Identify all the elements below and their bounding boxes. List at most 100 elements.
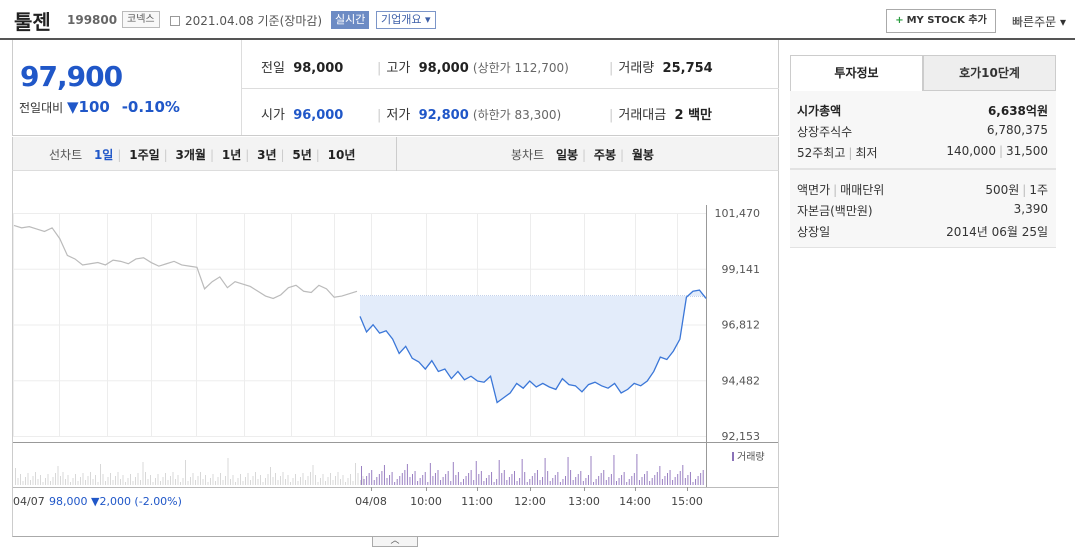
- tab-monthly-candle[interactable]: 월봉: [631, 148, 654, 162]
- info-value-a: 140,000: [946, 144, 996, 158]
- volume-bar: [493, 482, 495, 485]
- tab-5year[interactable]: 5년: [292, 148, 312, 162]
- volume-bar: [669, 470, 671, 485]
- tab-3month[interactable]: 3개월: [175, 148, 206, 162]
- volume-bar: [465, 476, 467, 485]
- collapse-chart-button[interactable]: ︿: [372, 537, 418, 547]
- volume-bar: [77, 481, 79, 485]
- volume-bar: [97, 482, 99, 485]
- volume-bar: [440, 480, 442, 485]
- volume-bar: [445, 474, 447, 485]
- plus-icon: +: [895, 15, 904, 26]
- volume-bar: [417, 481, 419, 485]
- volume-bar: [511, 474, 513, 485]
- current-price: 97,900: [20, 60, 123, 93]
- trade-amount: | 거래대금 2 백만: [609, 108, 712, 123]
- volume-bar: [185, 460, 186, 485]
- tab-1week[interactable]: 1주일: [129, 148, 160, 162]
- volume-bar: [524, 472, 526, 485]
- info-row: 액면가 | 매매단위 500원 | 1주: [796, 178, 1050, 199]
- volume-bar: [649, 481, 651, 485]
- volume-bar: [17, 478, 19, 485]
- info-key-b: 최저: [855, 146, 878, 160]
- volume-bar: [644, 474, 646, 485]
- volume-bar: [332, 480, 334, 485]
- volume-bar: [628, 479, 630, 485]
- volume-bar: [621, 475, 623, 485]
- volume-bar: [636, 454, 638, 485]
- tab-weekly-candle[interactable]: 주봉: [593, 148, 617, 162]
- volume-bar: [651, 478, 653, 485]
- volume-bar: [508, 477, 510, 485]
- volume-bar: [315, 475, 316, 485]
- price-summary: 97,900 전일대비 ▼100 -0.10% 전일 98,000 | 고가 98…: [12, 40, 779, 136]
- volume-bar: [217, 477, 219, 485]
- volume-bar: [363, 479, 365, 485]
- volume-bar: [362, 476, 364, 485]
- volume-bar: [255, 472, 256, 485]
- volume-bar: [480, 471, 482, 485]
- info-row: 시가총액 6,638억원: [796, 99, 1050, 120]
- volume-bar: [613, 455, 615, 485]
- volume-bar: [317, 482, 319, 485]
- tab-investment-info[interactable]: 투자정보: [790, 55, 923, 91]
- volume-bar: [478, 474, 480, 485]
- volume-bar: [225, 476, 226, 485]
- high-label: 고가: [386, 61, 411, 76]
- volume-bar: [610, 474, 612, 485]
- volume-bar: [519, 478, 521, 485]
- volume-bar: [654, 475, 656, 485]
- volume-bar: [40, 475, 41, 485]
- volume-bar: [616, 481, 617, 485]
- info-key-a: 52주최고: [797, 146, 846, 160]
- today-area: [360, 290, 706, 403]
- company-info-dropdown[interactable]: 기업개요 ▾: [376, 11, 436, 29]
- volume-bar: [419, 478, 421, 485]
- volume-bar: [50, 481, 51, 485]
- realtime-button[interactable]: 실시간: [331, 11, 370, 29]
- volume-bar: [182, 478, 184, 485]
- volume-bar: [491, 472, 493, 485]
- volume-bar: [220, 473, 221, 485]
- volume-bar: [122, 475, 124, 485]
- volume-bar: [412, 474, 413, 485]
- tab-3year[interactable]: 3년: [257, 148, 277, 162]
- quick-order-dropdown[interactable]: 빠른주문 ▾: [1012, 15, 1066, 29]
- volume-bar: [702, 470, 704, 485]
- volume-bar: [437, 470, 439, 485]
- volume-bar: [272, 477, 274, 485]
- tab-order-book-10[interactable]: 호가10단계: [923, 55, 1056, 91]
- add-mystock-button[interactable]: + MY STOCK 추가: [886, 9, 996, 33]
- info-value-b: 1주: [1029, 183, 1048, 197]
- volume-bar: [192, 473, 194, 485]
- prev-day-date: 04/07: [13, 495, 45, 508]
- prev-day-summary: 98,000 ▼2,000 (-2.00%): [49, 495, 182, 508]
- volume-bar: [641, 477, 643, 485]
- volume-bar: [195, 480, 196, 485]
- volume-bar: [600, 473, 602, 485]
- volume-bar: [312, 465, 314, 485]
- volume-bar: [267, 474, 269, 485]
- volume-bar: [282, 472, 284, 485]
- volume-bar: [162, 477, 164, 485]
- tab-1day[interactable]: 1일: [93, 148, 114, 162]
- volume-bar: [262, 482, 264, 485]
- volume-bar: [536, 470, 538, 485]
- tab-1year[interactable]: 1년: [221, 148, 242, 162]
- volume-bar: [150, 475, 151, 485]
- volume-bar: [399, 476, 401, 485]
- volume-bar: [200, 472, 201, 485]
- volume-bar: [539, 480, 541, 485]
- volume-bar: [684, 478, 686, 485]
- info-key: 시가총액: [797, 104, 842, 118]
- volume-bar: [230, 479, 231, 485]
- info-row: 52주최고 | 최저 140,000 | 31,500: [796, 141, 1050, 162]
- volume-bar: [47, 474, 49, 485]
- price-chart: 101,470 99,141 96,812 94,482 92,153 거래량 04/08 1…: [12, 171, 779, 537]
- tab-daily-candle[interactable]: 일봉: [555, 148, 579, 162]
- volume-bar: [457, 472, 459, 485]
- volume-bar: [35, 472, 36, 485]
- volume-bar: [427, 482, 429, 485]
- volume-bar: [145, 472, 146, 485]
- tab-10year[interactable]: 10년: [327, 148, 356, 162]
